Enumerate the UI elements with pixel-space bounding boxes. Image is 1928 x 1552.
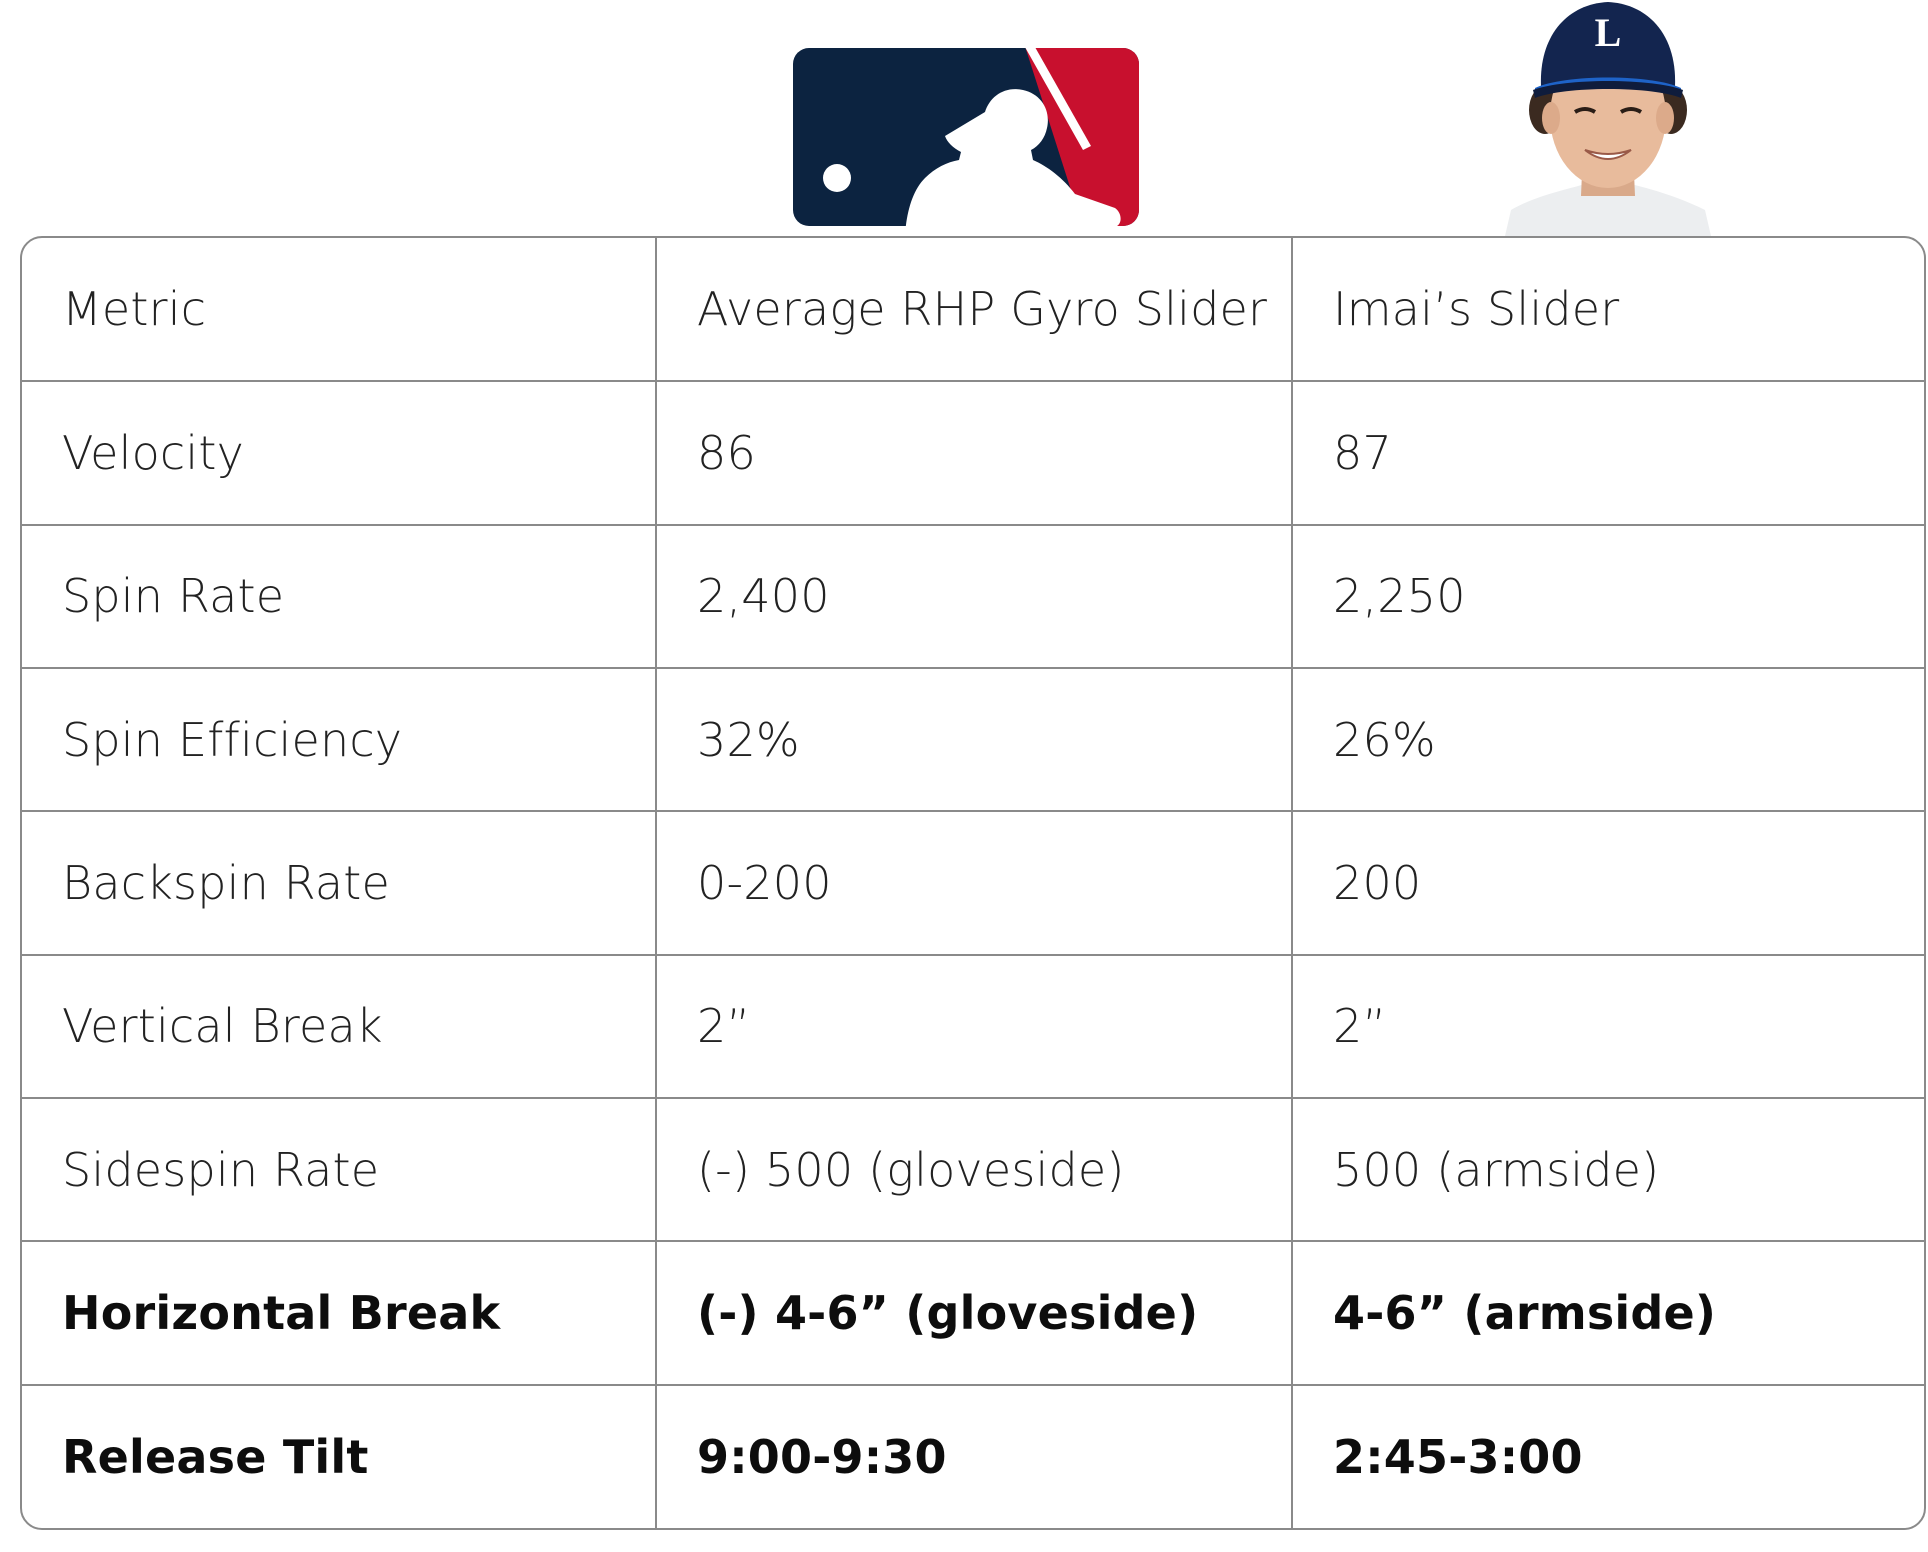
header-imai: Imai’s Slider [1292, 238, 1924, 383]
header-metric: Metric [22, 238, 657, 383]
header-average: Average RHP Gyro Slider [656, 238, 1293, 383]
imai-cell: 26% [1292, 667, 1924, 813]
average-cell: 2,400 [656, 524, 1293, 669]
metric-cell: Velocity [22, 381, 657, 526]
metric-cell: Horizontal Break [22, 1241, 657, 1386]
average-cell: (-) 4-6” (gloveside) [656, 1241, 1293, 1386]
average-cell: 2” [656, 954, 1293, 1099]
metric-cell: Spin Rate [22, 524, 657, 669]
table-row: Sidespin Rate (-) 500 (gloveside) 500 (a… [22, 1097, 1924, 1243]
average-cell: 9:00-9:30 [656, 1384, 1293, 1528]
table-row: Velocity 86 87 [22, 381, 1924, 526]
average-cell: (-) 500 (gloveside) [656, 1097, 1293, 1243]
cap-letter: L [1595, 10, 1622, 55]
average-cell: 86 [656, 381, 1293, 526]
average-cell: 0-200 [656, 811, 1293, 956]
metric-cell: Backspin Rate [22, 811, 657, 956]
metric-cell: Vertical Break [22, 954, 657, 1099]
imai-cell: 2:45-3:00 [1333, 1429, 1583, 1484]
table-row-highlight: Release Tilt 9:00-9:30 2:45-3:00 [22, 1384, 1924, 1528]
metric-cell: Sidespin Rate [22, 1097, 657, 1243]
imai-cell: 2,250 [1292, 524, 1924, 669]
imai-cell: 200 [1292, 811, 1924, 956]
player-headshot-icon: L [1505, 2, 1711, 236]
table-row: Backspin Rate 0-200 200 [22, 811, 1924, 956]
metric-cell: Spin Efficiency [22, 667, 657, 813]
player-photo: L [1505, 0, 1711, 236]
imai-cell: 4-6” (armside) [1292, 1241, 1924, 1386]
imai-cell: 500 (armside) [1292, 1097, 1924, 1243]
table-row-highlight: Horizontal Break (-) 4-6” (gloveside) 4-… [22, 1241, 1924, 1386]
table-row: Spin Efficiency 32% 26% [22, 667, 1924, 813]
table-row: Spin Rate 2,400 2,250 [22, 524, 1924, 669]
average-cell: 32% [656, 667, 1293, 813]
imai-cell: 2” [1292, 954, 1924, 1099]
mlb-logo [785, 40, 1147, 234]
table-row: Vertical Break 2” 2” [22, 954, 1924, 1099]
mlb-batter-logo-icon [787, 42, 1145, 232]
metric-cell: Release Tilt [22, 1384, 657, 1528]
table-header-row: Metric Average RHP Gyro Slider Imai’s Sl… [22, 238, 1924, 383]
imai-cell: 87 [1292, 381, 1924, 526]
comparison-table: Metric Average RHP Gyro Slider Imai’s Sl… [20, 236, 1926, 1530]
